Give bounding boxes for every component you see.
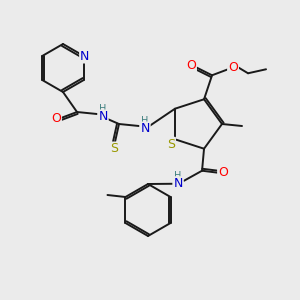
Text: S: S: [110, 142, 118, 155]
Text: O: O: [228, 61, 238, 74]
Text: H: H: [174, 171, 182, 181]
Text: N: N: [98, 110, 108, 124]
Text: S: S: [167, 138, 175, 151]
Text: H: H: [99, 104, 107, 114]
Text: O: O: [51, 112, 61, 125]
Text: N: N: [80, 50, 89, 62]
Text: O: O: [218, 166, 228, 179]
Text: N: N: [173, 177, 183, 190]
Text: H: H: [141, 116, 149, 126]
Text: O: O: [186, 59, 196, 72]
Text: N: N: [140, 122, 150, 136]
